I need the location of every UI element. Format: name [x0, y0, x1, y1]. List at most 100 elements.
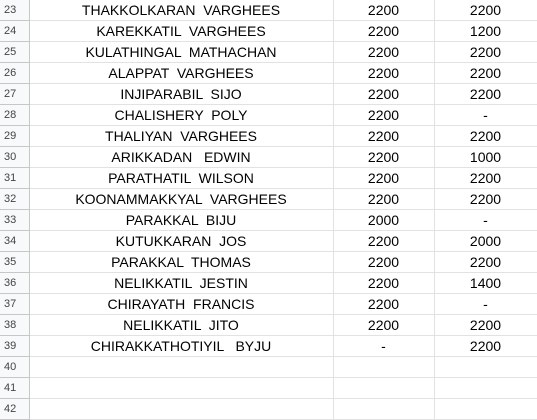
name-cell[interactable] — [29, 377, 334, 399]
name-cell[interactable]: CHIRAYATH FRANCIS — [29, 293, 334, 315]
amount-cell-1[interactable]: 2200 — [333, 41, 435, 63]
row-number-header[interactable]: 38 — [0, 314, 30, 336]
name-cell[interactable]: THAKKOLKARAN VARGHEES — [29, 0, 334, 21]
row-number-header[interactable]: 26 — [0, 62, 30, 84]
amount-cell-1[interactable]: 2200 — [333, 230, 435, 252]
amount-cell-1[interactable]: 2200 — [333, 251, 435, 273]
amount-cell-2[interactable] — [434, 377, 537, 399]
amount-cell-2[interactable]: 1000 — [434, 146, 537, 168]
name-cell[interactable] — [29, 398, 334, 420]
amount-cell-2[interactable]: 1200 — [434, 20, 537, 42]
name-cell[interactable]: PARATHATIL WILSON — [29, 167, 334, 189]
row-number-header[interactable]: 25 — [0, 41, 30, 63]
name-cell[interactable] — [29, 356, 334, 378]
row-number-header[interactable]: 41 — [0, 377, 30, 399]
name-cell[interactable]: PARAKKAL BIJU — [29, 209, 334, 231]
amount-cell-1[interactable]: 2200 — [333, 146, 435, 168]
row-number-header[interactable]: 37 — [0, 293, 30, 315]
row-number-header[interactable]: 39 — [0, 335, 30, 357]
table-row: 40 — [0, 356, 537, 378]
row-number-header[interactable]: 40 — [0, 356, 30, 378]
amount-cell-2[interactable]: 2200 — [434, 314, 537, 336]
table-row: 28 CHALISHERY POLY 2200- — [0, 104, 537, 126]
name-cell[interactable]: KULATHINGAL MATHACHAN — [29, 41, 334, 63]
amount-cell-2[interactable]: 2200 — [434, 167, 537, 189]
amount-cell-1[interactable] — [333, 398, 435, 420]
name-cell[interactable]: ARIKKADAN EDWIN — [29, 146, 334, 168]
name-cell[interactable]: CHIRAKKATHOTIYIL BYJU — [29, 335, 334, 357]
row-number-header[interactable]: 24 — [0, 20, 30, 42]
table-row: 41 — [0, 377, 537, 399]
amount-cell-2[interactable] — [434, 398, 537, 420]
amount-cell-2[interactable]: 2200 — [434, 251, 537, 273]
row-number-header[interactable]: 23 — [0, 0, 30, 21]
row-number-header[interactable]: 28 — [0, 104, 30, 126]
table-row: 39 CHIRAKKATHOTIYIL BYJU -2200 — [0, 335, 537, 357]
table-row: 29 THALIYAN VARGHEES 2200 2200 — [0, 125, 537, 147]
table-row: 27 INJIPARABIL SIJO 2200 2200 — [0, 83, 537, 105]
amount-cell-2[interactable]: 2200 — [434, 188, 537, 210]
table-row: 37 CHIRAYATH FRANCIS 2200- — [0, 293, 537, 315]
name-cell[interactable]: PARAKKAL THOMAS — [29, 251, 334, 273]
amount-cell-1[interactable] — [333, 356, 435, 378]
name-cell[interactable]: INJIPARABIL SIJO — [29, 83, 334, 105]
amount-cell-2[interactable] — [434, 356, 537, 378]
row-number-header[interactable]: 27 — [0, 83, 30, 105]
name-cell[interactable]: KUTUKKARAN JOS — [29, 230, 334, 252]
table-row: 35 PARAKKAL THOMAS 2200 2200 — [0, 251, 537, 273]
table-row: 42 — [0, 398, 537, 420]
row-number-header[interactable]: 33 — [0, 209, 30, 231]
amount-cell-2[interactable]: 2200 — [434, 0, 537, 21]
name-cell[interactable]: KOONAMMAKKYAL VARGHEES — [29, 188, 334, 210]
name-cell[interactable]: ALAPPAT VARGHEES — [29, 62, 334, 84]
row-number-header[interactable]: 30 — [0, 146, 30, 168]
row-number-header[interactable]: 42 — [0, 398, 30, 420]
amount-cell-1[interactable]: 2200 — [333, 188, 435, 210]
table-row: 31 PARATHATIL WILSON 2200 2200 — [0, 167, 537, 189]
table-row: 25 KULATHINGAL MATHACHAN 2200 2200 — [0, 41, 537, 63]
amount-cell-1[interactable]: 2200 — [333, 83, 435, 105]
amount-cell-1[interactable] — [333, 377, 435, 399]
table-row: 23 THAKKOLKARAN VARGHEES 2200 2200 — [0, 0, 537, 21]
amount-cell-2[interactable]: 2200 — [434, 125, 537, 147]
amount-cell-1[interactable]: 2200 — [333, 20, 435, 42]
amount-cell-1[interactable]: 2200 — [333, 314, 435, 336]
row-number-header[interactable]: 29 — [0, 125, 30, 147]
name-cell[interactable]: KAREKKATIL VARGHEES — [29, 20, 334, 42]
amount-cell-1[interactable]: - — [333, 335, 435, 357]
row-number-header[interactable]: 32 — [0, 188, 30, 210]
amount-cell-2[interactable]: 1400 — [434, 272, 537, 294]
amount-cell-2[interactable]: 2200 — [434, 83, 537, 105]
amount-cell-2[interactable]: 2200 — [434, 41, 537, 63]
table-row: 32 KOONAMMAKKYAL VARGHEES 2200 2200 — [0, 188, 537, 210]
amount-cell-1[interactable]: 2200 — [333, 293, 435, 315]
name-cell[interactable]: CHALISHERY POLY — [29, 104, 334, 126]
amount-cell-1[interactable]: 2200 — [333, 272, 435, 294]
amount-cell-2[interactable]: - — [434, 104, 537, 126]
table-row: 34 KUTUKKARAN JOS 2200 2000 — [0, 230, 537, 252]
row-number-header[interactable]: 34 — [0, 230, 30, 252]
table-row: 24 KAREKKATIL VARGHEES 2200 1200 — [0, 20, 537, 42]
amount-cell-1[interactable]: 2200 — [333, 0, 435, 21]
row-number-header[interactable]: 31 — [0, 167, 30, 189]
amount-cell-1[interactable]: 2200 — [333, 104, 435, 126]
amount-cell-2[interactable]: 2000 — [434, 230, 537, 252]
amount-cell-1[interactable]: 2200 — [333, 167, 435, 189]
table-row: 33 PARAKKAL BIJU 2000- — [0, 209, 537, 231]
amount-cell-2[interactable]: 2200 — [434, 335, 537, 357]
amount-cell-1[interactable]: 2200 — [333, 125, 435, 147]
amount-cell-2[interactable]: - — [434, 293, 537, 315]
row-number-header[interactable]: 35 — [0, 251, 30, 273]
amount-cell-2[interactable]: - — [434, 209, 537, 231]
table-row: 36 NELIKKATIL JESTIN 2200 1400 — [0, 272, 537, 294]
amount-cell-2[interactable]: 2200 — [434, 62, 537, 84]
name-cell[interactable]: NELIKKATIL JESTIN — [29, 272, 334, 294]
amount-cell-1[interactable]: 2000 — [333, 209, 435, 231]
row-number-header[interactable]: 36 — [0, 272, 30, 294]
name-cell[interactable]: THALIYAN VARGHEES — [29, 125, 334, 147]
table-row: 38 NELIKKATIL JITO 2200 2200 — [0, 314, 537, 336]
amount-cell-1[interactable]: 2200 — [333, 62, 435, 84]
name-cell[interactable]: NELIKKATIL JITO — [29, 314, 334, 336]
